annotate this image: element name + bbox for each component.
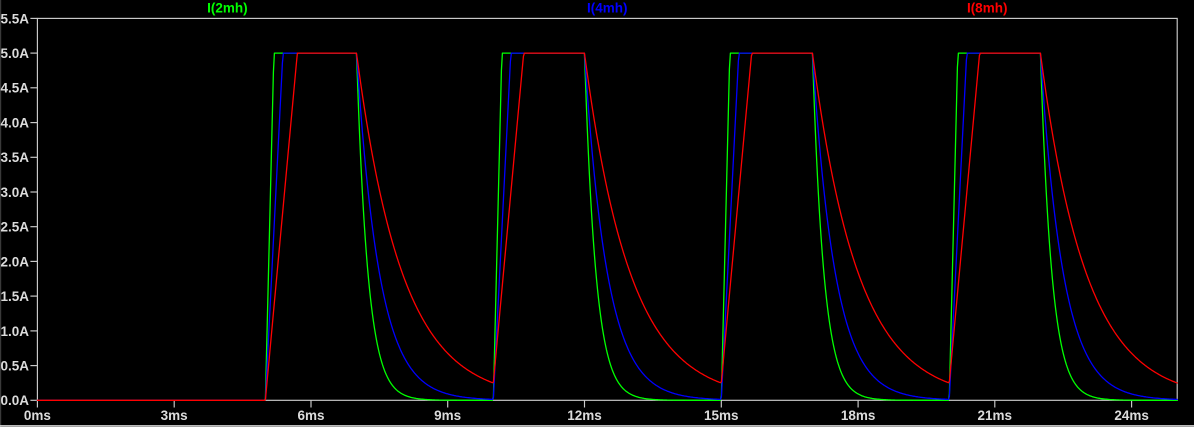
- svg-text:15ms: 15ms: [704, 408, 739, 423]
- svg-text:12ms: 12ms: [567, 408, 602, 423]
- svg-text:21ms: 21ms: [978, 408, 1013, 423]
- svg-text:18ms: 18ms: [841, 408, 876, 423]
- svg-text:1.0A: 1.0A: [0, 324, 29, 339]
- svg-text:4.0A: 4.0A: [0, 116, 29, 131]
- svg-text:2.5A: 2.5A: [0, 220, 29, 235]
- svg-text:3.0A: 3.0A: [0, 185, 29, 200]
- svg-text:0ms: 0ms: [24, 408, 51, 423]
- svg-text:0.0A: 0.0A: [0, 393, 29, 408]
- svg-text:4.5A: 4.5A: [0, 81, 29, 96]
- svg-text:6ms: 6ms: [297, 408, 324, 423]
- svg-text:I(4mh): I(4mh): [587, 1, 628, 16]
- svg-text:5.0A: 5.0A: [0, 46, 29, 61]
- svg-text:3ms: 3ms: [161, 408, 188, 423]
- svg-text:3.5A: 3.5A: [0, 150, 29, 165]
- svg-text:1.5A: 1.5A: [0, 289, 29, 304]
- svg-text:0.5A: 0.5A: [0, 359, 29, 374]
- svg-text:24ms: 24ms: [1114, 408, 1149, 423]
- svg-text:2.0A: 2.0A: [0, 254, 29, 269]
- svg-text:I(8mh): I(8mh): [967, 1, 1008, 16]
- svg-text:5.5A: 5.5A: [0, 11, 29, 26]
- svg-text:9ms: 9ms: [434, 408, 461, 423]
- svg-text:I(2mh): I(2mh): [207, 1, 248, 16]
